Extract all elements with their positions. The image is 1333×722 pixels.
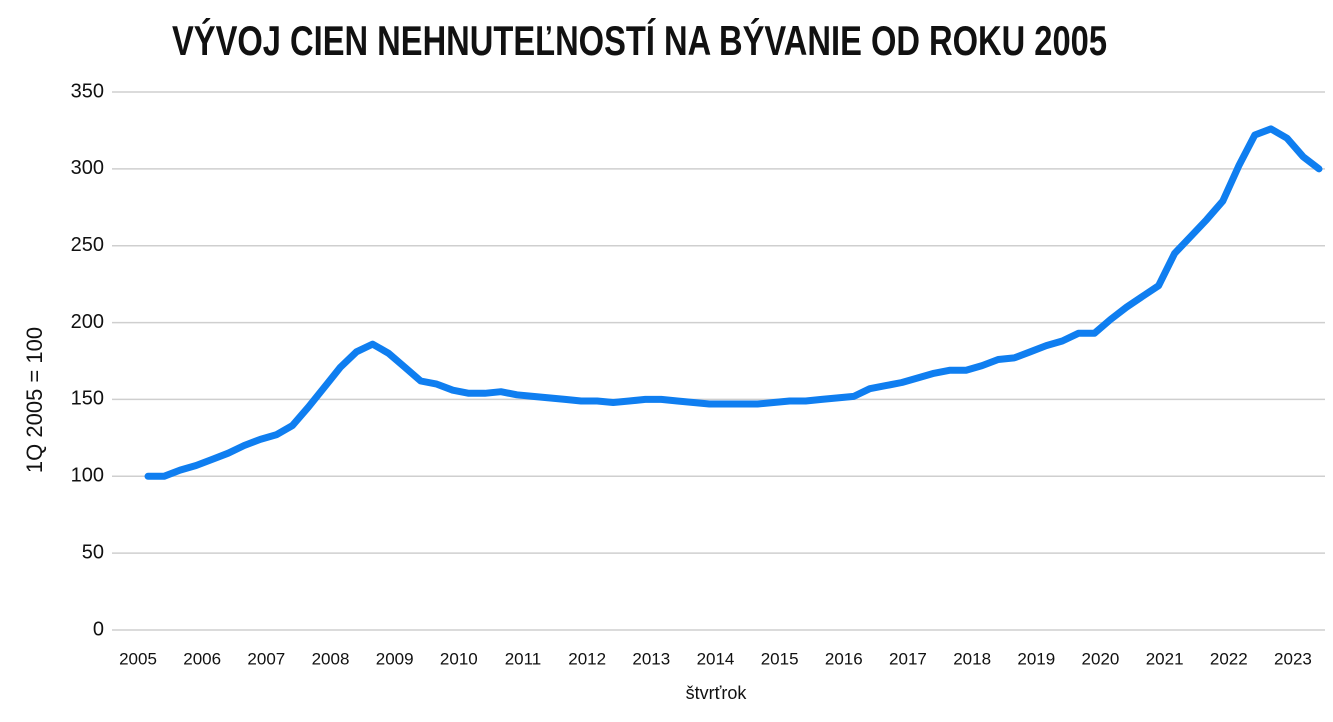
data-line [144,125,1323,480]
y-axis-label: 1Q 2005 = 100 [22,327,47,473]
x-tick-label: 2008 [312,649,350,668]
x-tick-label: 2009 [376,649,414,668]
x-tick-label: 2013 [632,649,670,668]
x-tick-label: 2018 [953,649,991,668]
y-tick-label: 100 [71,465,104,487]
x-tick-label: 2006 [183,649,221,668]
x-tick-label: 2021 [1146,649,1184,668]
x-tick-label: 2005 [119,649,157,668]
y-tick-label: 300 [71,157,104,179]
x-tick-label: 2019 [1017,649,1055,668]
y-tick-label: 0 [93,618,104,640]
x-axis-label: štvrťrok [686,683,748,703]
x-tick-label: 2020 [1082,649,1120,668]
y-tick-label: 50 [82,541,104,563]
x-tick-label: 2017 [889,649,927,668]
x-tick-label: 2015 [761,649,799,668]
x-tick-label: 2023 [1274,649,1312,668]
x-tick-label: 2010 [440,649,478,668]
x-tick-label: 2012 [568,649,606,668]
x-tick-label: 2016 [825,649,863,668]
y-tick-label: 200 [71,311,104,333]
chart-title: VÝVOJ CIEN NEHNUTEĽNOSTÍ NA BÝVANIE OD R… [172,17,1107,64]
x-tick-label: 2014 [697,649,735,668]
x-tick-label: 2011 [505,649,542,668]
x-tick-label: 2007 [247,649,285,668]
y-tick-label: 350 [71,80,104,102]
y-tick-label: 250 [71,234,104,256]
y-tick-label: 150 [71,388,104,410]
x-tick-label: 2022 [1210,649,1248,668]
